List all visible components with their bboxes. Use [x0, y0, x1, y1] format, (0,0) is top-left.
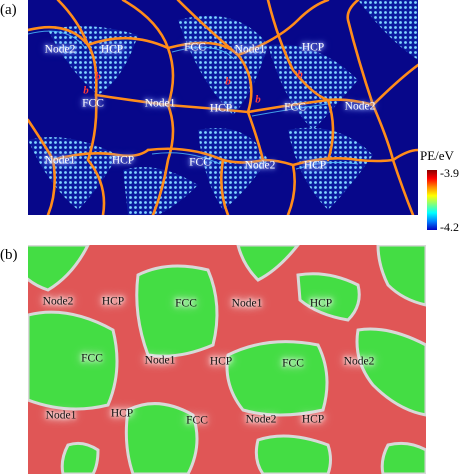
region-label-node2-b3: Node2 [245, 413, 277, 426]
fcc-regions [28, 245, 426, 474]
region-label-node1-b3: Node1 [45, 409, 77, 422]
colorbar-title: PE/eV [420, 148, 454, 163]
burgers-vector-b3: b [297, 68, 303, 81]
colorbar-tick-min: -4.2 [440, 220, 459, 234]
region-label-hcp-b3: HCP [209, 355, 233, 368]
partial-ridges [28, 30, 359, 170]
region-label-fcc-b2: FCC [81, 352, 103, 365]
region-label-hcp-b2: HCP [309, 297, 333, 310]
region-label-fcc-b1: FCC [175, 297, 197, 310]
region-label-node2-a1: Node2 [44, 43, 76, 56]
panel-a-pe-map: Node2 HCP FCC Node1 HCP FCC Node1 HCP FC… [28, 0, 418, 215]
region-label-hcp-a4: HCP [111, 154, 135, 167]
region-label-node2-a3: Node2 [244, 159, 276, 172]
region-label-hcp-b5: HCP [301, 413, 325, 426]
panel-a-atom-map [28, 0, 418, 215]
burgers-vector-b5: b [83, 84, 89, 97]
region-label-hcp-a2: HCP [301, 41, 325, 54]
region-label-fcc-a4: FCC [189, 156, 211, 169]
burgers-vector-b4: b [255, 93, 261, 106]
region-label-fcc-b3: FCC [282, 357, 304, 370]
colorbar-tick-max: -3.9 [440, 166, 459, 180]
colorbar [427, 170, 437, 230]
region-label-node1-b1: Node1 [231, 297, 263, 310]
region-label-fcc-a3: FCC [284, 101, 306, 114]
region-label-fcc-a1: FCC [184, 41, 206, 54]
region-label-node1-a2: Node1 [144, 97, 176, 110]
burgers-vector-b1: b [95, 70, 101, 83]
region-label-node1-a1: Node1 [234, 43, 266, 56]
region-label-hcp-b4: HCP [110, 407, 134, 420]
panel-a-label: (a) [0, 2, 17, 18]
burgers-vector-b2: b [225, 75, 231, 88]
region-label-hcp-a1: HCP [100, 43, 124, 56]
region-label-node2-b1: Node2 [42, 295, 74, 308]
panel-b-region-map [28, 245, 426, 474]
region-label-node2-a2: Node2 [344, 100, 376, 113]
region-label-hcp-b1: HCP [101, 295, 125, 308]
panel-b-structure-map: Node2 HCP FCC Node1 HCP FCC Node1 HCP FC… [28, 245, 426, 474]
region-label-hcp-a5: HCP [303, 159, 327, 172]
region-label-node1-a3: Node1 [44, 154, 76, 167]
panel-b-label: (b) [0, 247, 18, 263]
region-label-fcc-b4: FCC [186, 414, 208, 427]
region-label-fcc-a2: FCC [82, 97, 104, 110]
region-label-node1-b2: Node1 [144, 354, 176, 367]
region-label-node2-b2: Node2 [343, 355, 375, 368]
region-label-hcp-a3: HCP [209, 102, 233, 115]
dislocation-lines [28, 0, 418, 215]
